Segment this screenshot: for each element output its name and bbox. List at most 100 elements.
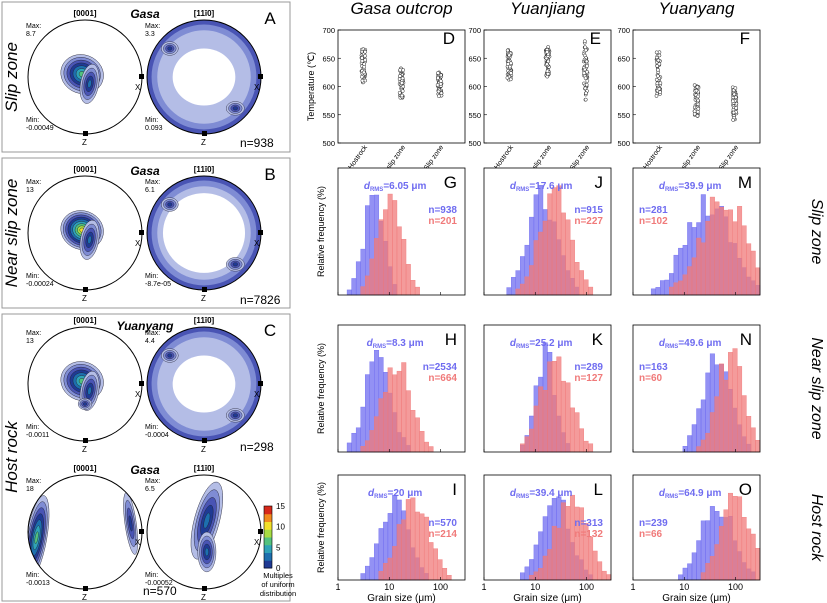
- red-histogram-bar: [433, 548, 438, 581]
- red-histogram-bar: [410, 410, 416, 453]
- red-histogram-bar: [374, 416, 380, 453]
- y-tick-label: 650: [617, 54, 630, 63]
- red-histogram-bar: [515, 288, 521, 296]
- red-histogram-bar: [741, 517, 747, 581]
- red-histogram-bar: [723, 379, 729, 453]
- y-tick-label: 600: [617, 83, 630, 92]
- y-tick-label: 550: [617, 111, 630, 120]
- temperature-point: [695, 109, 700, 114]
- red-histogram-bar: [723, 509, 729, 581]
- temperature-point: [696, 106, 701, 111]
- drms-label: dRMS=20 μm: [368, 488, 422, 500]
- red-histogram-bar: [741, 225, 747, 296]
- red-histogram-bar: [601, 570, 607, 581]
- red-sample-count: n=127: [574, 373, 603, 384]
- temperature-point: [363, 53, 367, 58]
- temperature-point: [359, 74, 364, 79]
- red-histogram-bar: [414, 417, 420, 453]
- temperature-point: [436, 94, 441, 98]
- max-value: 8.7: [26, 31, 36, 38]
- x-axis-label: Grain size (μm): [662, 593, 731, 603]
- x-tick-label: 1: [630, 582, 635, 592]
- density-contour: [203, 512, 211, 529]
- x-tick-label: 10: [530, 582, 540, 592]
- red-histogram-bar: [383, 391, 389, 453]
- min-label: Min:: [145, 117, 158, 124]
- sample-count: n=938: [240, 136, 274, 150]
- pole-figure: X Z [0001] Max:13 Min:-0.0011: [26, 316, 144, 454]
- colorbar-label: Multiples: [263, 571, 293, 580]
- drms-label: dRMS=6.05 μm: [364, 181, 427, 193]
- panel-letter: J: [595, 173, 604, 192]
- red-histogram-bar: [538, 386, 544, 453]
- red-histogram-bar: [583, 279, 589, 296]
- z-axis-marker: [202, 438, 207, 443]
- blue-histogram-bar: [678, 574, 684, 581]
- density-contour: [167, 202, 173, 207]
- blue-histogram-bar: [691, 424, 697, 453]
- z-axis-marker: [202, 586, 207, 591]
- blue-sample-count: n=281: [639, 205, 668, 216]
- drms-label: dRMS=17.6 μm: [510, 181, 573, 193]
- red-histogram-bar: [520, 283, 526, 296]
- x-axis-marker: [139, 230, 144, 235]
- temperature-point: [585, 79, 590, 83]
- colorbar-label: of uniform: [261, 580, 294, 589]
- y-tick-label: 650: [468, 54, 481, 63]
- z-axis-label: Z: [82, 593, 87, 602]
- pole-figure-title: [11ī0]: [194, 9, 215, 18]
- blue-histogram-bar: [360, 573, 366, 581]
- red-histogram-bar: [369, 430, 375, 453]
- blue-histogram-bar: [369, 557, 375, 581]
- blue-histogram-bar: [365, 374, 370, 453]
- temperature-point: [545, 50, 550, 54]
- row-label: Near slip zone: [808, 337, 825, 439]
- colorbar-tick: 15: [276, 502, 285, 511]
- column-title: Yuanyang: [659, 0, 735, 18]
- max-label: Max:: [145, 330, 160, 337]
- density-contour: [232, 262, 238, 267]
- min-label: Min:: [26, 117, 39, 124]
- temperature-point: [583, 45, 588, 50]
- temperature-point: [696, 94, 700, 99]
- panel-letter: E: [590, 29, 601, 48]
- temperature-point: [401, 68, 406, 72]
- red-histogram-bar: [755, 267, 761, 296]
- temperature-point: [692, 109, 697, 114]
- temperature-point: [545, 69, 550, 74]
- min-label: Min:: [26, 572, 39, 579]
- red-histogram-bar: [529, 265, 535, 296]
- site-name: Yuanyang: [117, 319, 175, 333]
- temperature-point: [400, 76, 405, 81]
- row-label: Host rock: [2, 420, 21, 493]
- red-histogram-bar: [446, 575, 452, 581]
- row-label: Slip zone: [808, 199, 825, 265]
- red-histogram-bar: [414, 286, 420, 296]
- y-tick-label: 550: [322, 111, 335, 120]
- panel-letter: K: [592, 330, 604, 349]
- red-histogram-bar: [401, 519, 407, 581]
- site-name: Gasa: [130, 463, 160, 477]
- pole-figure-pair: XZ[0001]Max:8.7Min:-0.00049XZ[11ī0]Max:3…: [26, 7, 276, 150]
- red-histogram-bar: [678, 280, 684, 296]
- temperature-point: [436, 76, 440, 80]
- red-histogram-bar: [405, 390, 411, 453]
- colorbar-tick: 10: [276, 523, 285, 532]
- red-histogram-bar: [538, 231, 544, 296]
- drms-label: dRMS=39.9 μm: [659, 181, 722, 193]
- red-histogram-bar: [696, 446, 702, 453]
- blue-sample-count: n=289: [574, 362, 603, 373]
- temperature-point: [696, 98, 700, 103]
- y-axis-label: Relative frequency (%): [316, 343, 326, 434]
- pole-figure-title: [0001]: [73, 9, 96, 18]
- panel-letter: L: [594, 480, 603, 499]
- red-histogram-bar: [533, 405, 539, 453]
- red-sample-count: n=214: [428, 529, 457, 540]
- temperature-point: [655, 81, 660, 86]
- red-histogram-bar: [383, 209, 389, 296]
- min-value: -8.7e-05: [145, 281, 171, 288]
- temperature-point: [731, 118, 735, 122]
